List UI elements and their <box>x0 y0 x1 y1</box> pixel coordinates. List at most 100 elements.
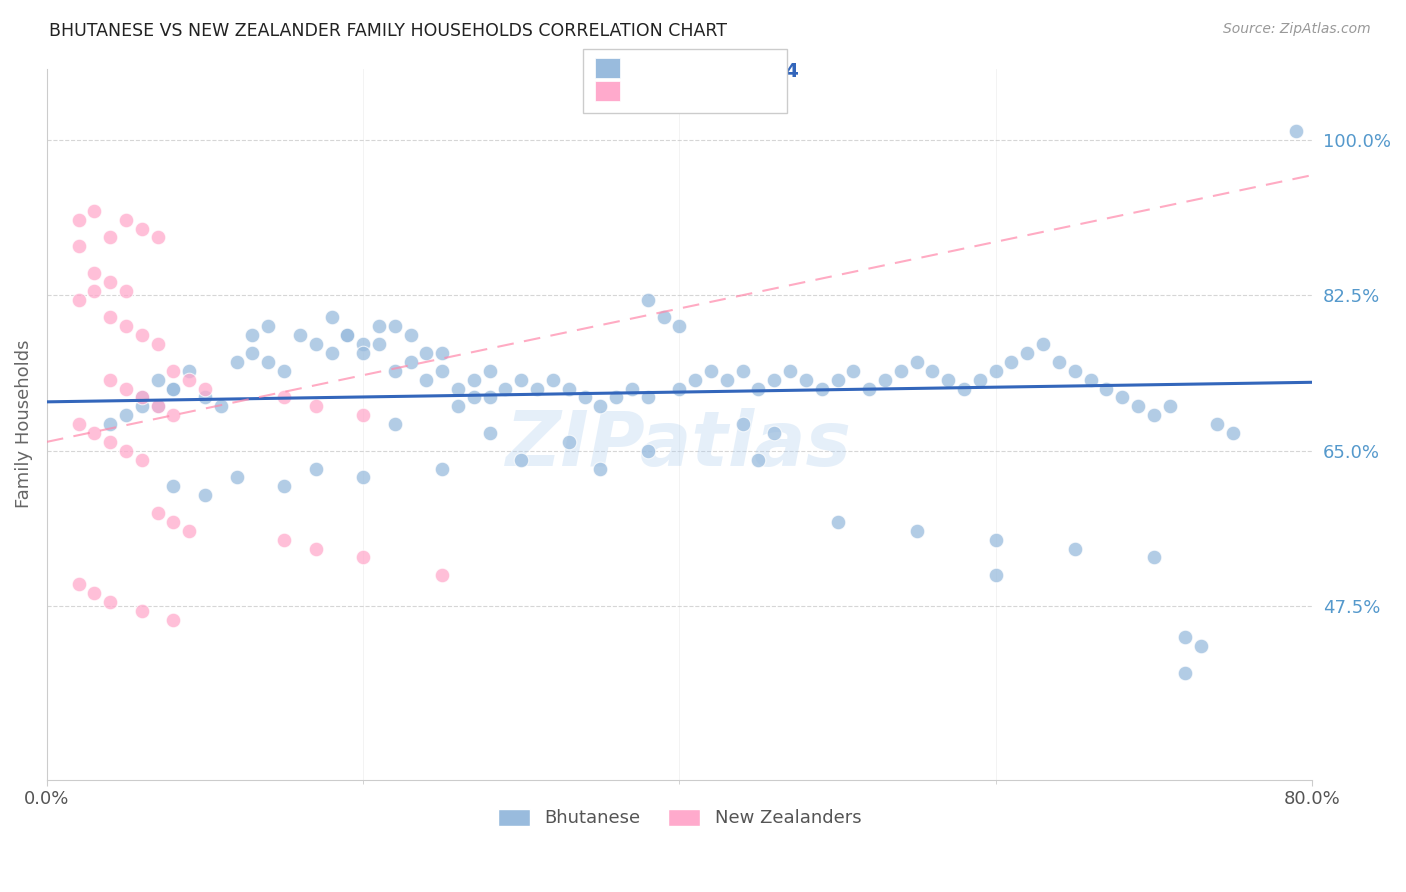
Point <box>731 364 754 378</box>
Point <box>905 355 928 369</box>
Point <box>1047 355 1070 369</box>
Point <box>858 382 880 396</box>
Point <box>432 346 454 360</box>
Point <box>67 577 90 591</box>
Point <box>432 568 454 582</box>
Point <box>432 364 454 378</box>
Point <box>98 434 121 449</box>
Point <box>273 364 295 378</box>
Point <box>162 613 184 627</box>
Point <box>873 373 896 387</box>
Point <box>890 364 912 378</box>
Point <box>115 284 138 298</box>
Point <box>179 364 201 378</box>
Point <box>352 346 374 360</box>
Text: 114: 114 <box>759 62 800 80</box>
Point <box>98 275 121 289</box>
Point <box>415 346 437 360</box>
Point <box>1189 640 1212 654</box>
Point <box>242 346 264 360</box>
Point <box>98 373 121 387</box>
Point <box>478 425 501 440</box>
Point <box>368 319 391 334</box>
Point <box>1017 346 1039 360</box>
Point <box>115 212 138 227</box>
Point <box>1206 417 1229 431</box>
Point <box>605 391 627 405</box>
Point <box>115 319 138 334</box>
Point <box>1143 408 1166 422</box>
Point <box>305 399 328 413</box>
Point <box>432 461 454 475</box>
Point <box>1143 550 1166 565</box>
Point <box>321 310 343 325</box>
Point <box>336 328 359 343</box>
Text: BHUTANESE VS NEW ZEALANDER FAMILY HOUSEHOLDS CORRELATION CHART: BHUTANESE VS NEW ZEALANDER FAMILY HOUSEH… <box>49 22 727 40</box>
Point <box>810 382 832 396</box>
Point <box>494 382 516 396</box>
Text: 0.028: 0.028 <box>671 62 733 80</box>
Point <box>700 364 723 378</box>
Point <box>179 524 201 538</box>
Point <box>257 355 280 369</box>
Text: N =: N = <box>717 62 773 80</box>
Point <box>827 515 849 529</box>
Text: N =: N = <box>717 85 773 103</box>
Text: R =: R = <box>628 62 671 80</box>
Point <box>478 364 501 378</box>
Point <box>1095 382 1118 396</box>
Point <box>115 408 138 422</box>
Point <box>463 373 485 387</box>
Point <box>131 452 153 467</box>
Point <box>984 568 1007 582</box>
Point <box>242 328 264 343</box>
Point <box>384 319 406 334</box>
Point <box>83 586 105 600</box>
Point <box>273 479 295 493</box>
Point <box>98 310 121 325</box>
Point <box>98 230 121 244</box>
Text: Source: ZipAtlas.com: Source: ZipAtlas.com <box>1223 22 1371 37</box>
Point <box>652 310 675 325</box>
Point <box>67 293 90 307</box>
Point <box>1080 373 1102 387</box>
Point <box>131 328 153 343</box>
Text: R =: R = <box>628 85 671 103</box>
Point <box>984 533 1007 547</box>
Text: 0.084: 0.084 <box>671 85 733 103</box>
Point <box>526 382 548 396</box>
Point <box>352 337 374 351</box>
Point <box>463 391 485 405</box>
Point <box>842 364 865 378</box>
Point <box>352 550 374 565</box>
Point <box>83 284 105 298</box>
Point <box>557 434 579 449</box>
Point <box>779 364 801 378</box>
Point <box>1063 541 1085 556</box>
Point <box>83 425 105 440</box>
Point <box>162 408 184 422</box>
Point <box>162 382 184 396</box>
Point <box>194 488 217 502</box>
Point <box>384 364 406 378</box>
Point <box>415 373 437 387</box>
Text: ZIPatlas: ZIPatlas <box>506 409 852 483</box>
Point <box>67 239 90 253</box>
Point <box>541 373 564 387</box>
Point <box>162 479 184 493</box>
Point <box>1174 631 1197 645</box>
Point <box>162 515 184 529</box>
Point <box>384 417 406 431</box>
Point <box>336 328 359 343</box>
Point <box>273 391 295 405</box>
Point <box>716 373 738 387</box>
Point <box>827 373 849 387</box>
Point <box>225 470 247 484</box>
Point <box>510 373 533 387</box>
Point <box>1285 124 1308 138</box>
Point <box>574 391 596 405</box>
Point <box>668 319 690 334</box>
Point <box>131 604 153 618</box>
Point <box>589 461 612 475</box>
Point <box>146 337 169 351</box>
